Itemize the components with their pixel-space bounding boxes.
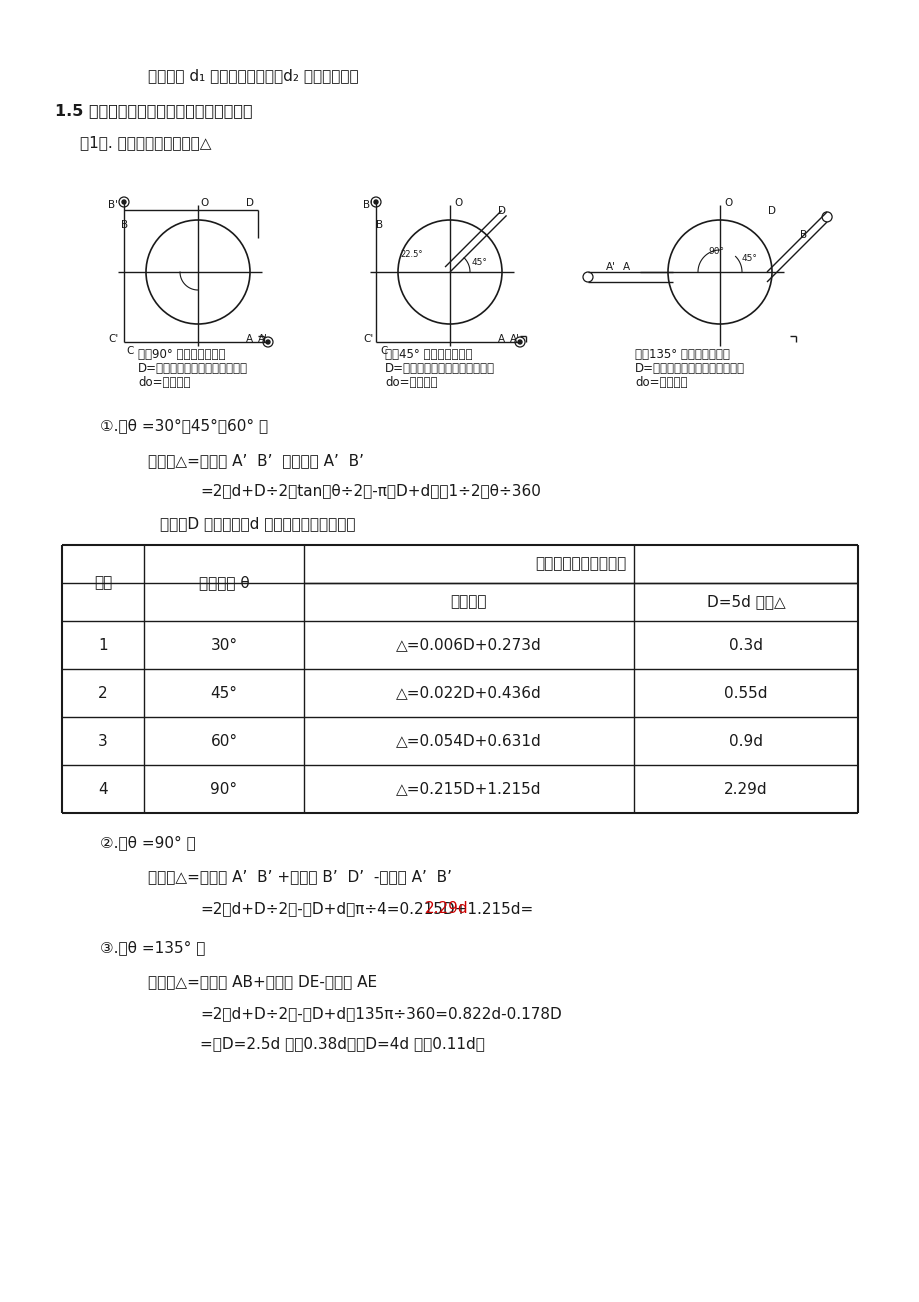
Text: （1）. 直钢筋弯折的度量差△: （1）. 直钢筋弯折的度量差△ [80,135,211,150]
Text: △=0.054D+0.631d: △=0.054D+0.631d [396,733,541,749]
Text: △=0.215D+1.215d: △=0.215D+1.215d [396,781,541,797]
Text: A': A' [606,262,616,272]
Text: 0.9d: 0.9d [728,733,762,749]
Text: D=弯曲钢筋时弯曲机的弯心直径: D=弯曲钢筋时弯曲机的弯心直径 [138,362,248,375]
Text: A': A' [257,335,267,344]
Text: =（D=2.5d 时）0.38d，（D=4d 时）0.11d；: =（D=2.5d 时）0.38d，（D=4d 时）0.11d； [199,1036,484,1051]
Text: =2（d+D÷2）tan（θ÷2）-π（D+d）（1÷2）θ÷360: =2（d+D÷2）tan（θ÷2）-π（D+d）（1÷2）θ÷360 [199,483,540,497]
Text: 45°: 45° [471,258,487,267]
Text: 钢筋45° 弯曲量度差值图: 钢筋45° 弯曲量度差值图 [384,348,472,361]
Text: 弯折角度 θ: 弯折角度 θ [199,575,249,591]
Text: =2（d+D÷2）-（D+d）π÷4=0.215D+1.215d=: =2（d+D÷2）-（D+d）π÷4=0.215D+1.215d= [199,901,533,917]
Text: 量度差△=外折线 A’  B’  一中弧线 A’  B’: 量度差△=外折线 A’ B’ 一中弧线 A’ B’ [148,453,364,467]
Text: 注：表中 d₁ 为受力钢筋直径，d₂ 为箍筋直径。: 注：表中 d₁ 为受力钢筋直径，d₂ 为箍筋直径。 [148,68,358,83]
Text: A: A [497,335,505,344]
Text: 45°: 45° [210,685,237,700]
Text: A: A [245,335,253,344]
Text: D=5d 时的△: D=5d 时的△ [706,595,785,609]
Text: do=钢筋直径: do=钢筋直径 [384,376,437,389]
Text: 90°: 90° [708,247,723,256]
Text: 项次: 项次 [94,575,112,591]
Text: O: O [199,198,208,208]
Text: B: B [800,230,806,240]
Text: A: A [622,262,630,272]
Text: 4: 4 [98,781,108,797]
Text: △=0.022D+0.436d: △=0.022D+0.436d [396,685,541,700]
Text: C: C [380,346,387,355]
Text: 计算公式: 计算公式 [450,595,487,609]
Text: 式中：D 弯心直径，d 受力钢筋直径（下同）: 式中：D 弯心直径，d 受力钢筋直径（下同） [160,516,355,531]
Text: △=0.006D+0.273d: △=0.006D+0.273d [396,638,541,652]
Circle shape [374,201,378,204]
Text: 22.5°: 22.5° [400,250,422,259]
Text: A': A' [509,335,519,344]
Text: 1: 1 [98,638,108,652]
Text: 0.3d: 0.3d [728,638,762,652]
Text: 度量差△=外直线 A’  B’ +外直线 B’  D’  -外弧线 A’  B’: 度量差△=外直线 A’ B’ +外直线 B’ D’ -外弧线 A’ B’ [148,868,451,884]
Text: B': B' [363,201,372,210]
Text: 45°: 45° [742,254,757,263]
Circle shape [122,201,126,204]
Text: ①.当θ =30°，45°，60° 时: ①.当θ =30°，45°，60° 时 [100,418,267,434]
Text: D: D [497,206,505,216]
Text: 60°: 60° [210,733,237,749]
Text: =2（d+D÷2）-（D+d）135π÷360=0.822d-0.178D: =2（d+D÷2）-（D+d）135π÷360=0.822d-0.178D [199,1006,562,1021]
Text: 0.55d: 0.55d [723,685,767,700]
Text: C': C' [108,335,119,344]
Text: ②.当θ =90° 时: ②.当θ =90° 时 [100,835,196,850]
Text: D: D [245,198,254,208]
Text: D=弯曲钢筋时弯曲机的弯心直径: D=弯曲钢筋时弯曲机的弯心直径 [634,362,744,375]
Text: C': C' [363,335,373,344]
Text: 钢筋135° 弯曲量度差值图: 钢筋135° 弯曲量度差值图 [634,348,729,361]
Text: B': B' [108,201,118,210]
Text: 30°: 30° [210,638,237,652]
Text: 一处钢筋弯曲的度量差: 一处钢筋弯曲的度量差 [535,556,626,572]
Text: 2.29d: 2.29d [723,781,767,797]
Text: do=钢筋直径: do=钢筋直径 [634,376,686,389]
Text: 1.5 钢筋因弯折和末端弯勾引起的长度变化: 1.5 钢筋因弯折和末端弯勾引起的长度变化 [55,103,253,118]
Circle shape [517,340,521,344]
Circle shape [266,340,269,344]
Text: D=弯曲钢筋时弯曲机的弯心直径: D=弯曲钢筋时弯曲机的弯心直径 [384,362,494,375]
Text: C: C [126,346,133,355]
Text: 度量差△=外直线 AB+外直线 DE-外弧线 AE: 度量差△=外直线 AB+外直线 DE-外弧线 AE [148,974,377,990]
Text: B: B [376,220,382,230]
Text: 3: 3 [98,733,108,749]
Text: D: D [767,206,775,216]
Text: O: O [723,198,732,208]
Text: 90°: 90° [210,781,237,797]
Text: 2.29d: 2.29d [424,901,468,917]
Text: do=钢筋直径: do=钢筋直径 [138,376,190,389]
Text: B: B [121,220,128,230]
Text: 钢筋90° 弯曲量度差值图: 钢筋90° 弯曲量度差值图 [138,348,225,361]
Text: O: O [453,198,461,208]
Text: 2: 2 [98,685,108,700]
Text: ③.当θ =135° 时: ③.当θ =135° 时 [100,940,205,954]
